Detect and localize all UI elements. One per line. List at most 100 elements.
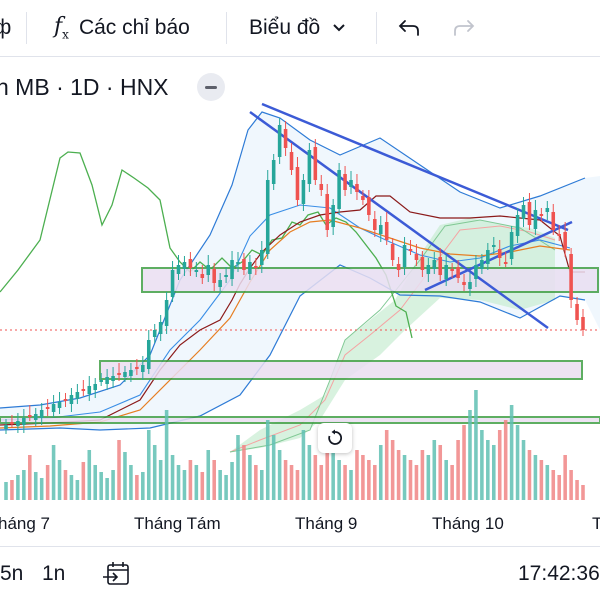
candle [200,274,205,278]
candle [33,414,38,420]
candle [39,410,44,418]
candle [355,184,359,192]
volume-bar [444,460,448,500]
reset-chart-button[interactable] [318,423,352,453]
candle [408,249,413,251]
chart-type-button[interactable]: Biểu đồ [249,0,346,56]
candle [45,407,50,409]
volume-bar [194,465,199,500]
minus-pill-icon[interactable] [196,73,225,101]
candle [22,418,26,425]
volume-bar [57,460,62,500]
volume-bar [242,445,246,500]
price-chart[interactable] [0,56,600,508]
candle [129,370,133,376]
candle [557,234,561,236]
volume-bar [10,480,14,500]
candle [402,245,407,267]
candle [254,266,258,268]
toolbar-left-glyph[interactable]: ф [0,16,12,39]
goto-date-button[interactable] [102,547,132,601]
interval-button-1n[interactable]: 1n [42,562,66,585]
volume-bar [456,440,460,500]
function-fx-icon: fx [54,14,69,42]
volume-bar [45,465,50,500]
volume-bar [569,470,573,500]
volume-bar [51,445,56,500]
volume-bar [81,462,86,500]
x-tick-label: Tháng Tám [134,514,221,533]
interval-button-5n[interactable]: 5n [0,562,24,585]
candle [135,367,139,369]
candle [533,210,538,229]
chart-type-label: Biểu đồ [249,16,321,39]
candle [497,249,502,258]
x-tick-label: Tháng 10 [432,514,504,533]
bollinger-middle [0,204,571,421]
resistance-zone [141,267,599,293]
candle [319,184,324,190]
candle [349,180,353,187]
volume-bar [313,455,318,500]
volume-bar [539,460,544,500]
volume-bar [367,460,371,500]
candle [57,402,62,408]
trend-line [261,102,569,232]
redo-icon [454,20,475,36]
candle [432,260,437,269]
volume-bar [527,450,532,500]
candle [295,167,300,200]
volume-bar [176,465,181,500]
candle [480,260,484,269]
moving-average-fast [0,195,585,426]
candle [569,254,573,300]
support-zone [99,360,583,380]
candle [164,300,169,326]
candle [283,129,288,148]
volume-bar [277,450,282,500]
toolbar-divider [226,12,227,44]
candle [265,180,270,254]
volume-bar [545,465,550,500]
candle [420,257,425,270]
candle [390,244,395,260]
volume-bar [170,455,175,500]
volume-bar [384,430,389,500]
candle [28,415,32,417]
indicators-button[interactable]: fx Các chỉ báo [54,0,190,56]
volume-bar [158,460,163,500]
volume-bar [283,460,288,500]
volume-bar [515,425,520,500]
candle [373,219,377,230]
candle [63,399,68,401]
volume-bar [265,420,270,500]
volume-bar [111,470,115,500]
volume-bar [39,478,44,500]
volume-bar [450,465,454,500]
candle [503,262,508,264]
candle [152,330,157,337]
candle [182,262,187,269]
volume-bar [75,480,80,500]
volume-bar [361,455,365,500]
candle [105,377,109,384]
candle [343,174,347,190]
toolbar-divider [376,12,377,44]
volume-bar [349,470,353,500]
candle [111,376,115,381]
volume-bar [438,445,443,500]
symbol-title[interactable]: n MB · 1D · HNX [0,73,169,100]
candle [218,280,222,287]
candle [545,208,550,212]
volume-bar [408,460,413,500]
candle [10,422,14,424]
redo-button[interactable] [452,0,476,56]
undo-button[interactable] [397,0,421,56]
candle [81,389,86,391]
candle [301,180,306,204]
volume-bar [533,455,538,500]
candle [75,392,80,399]
volume-bar [16,475,20,500]
volume-bar [212,460,216,500]
volume-bars [4,390,585,500]
